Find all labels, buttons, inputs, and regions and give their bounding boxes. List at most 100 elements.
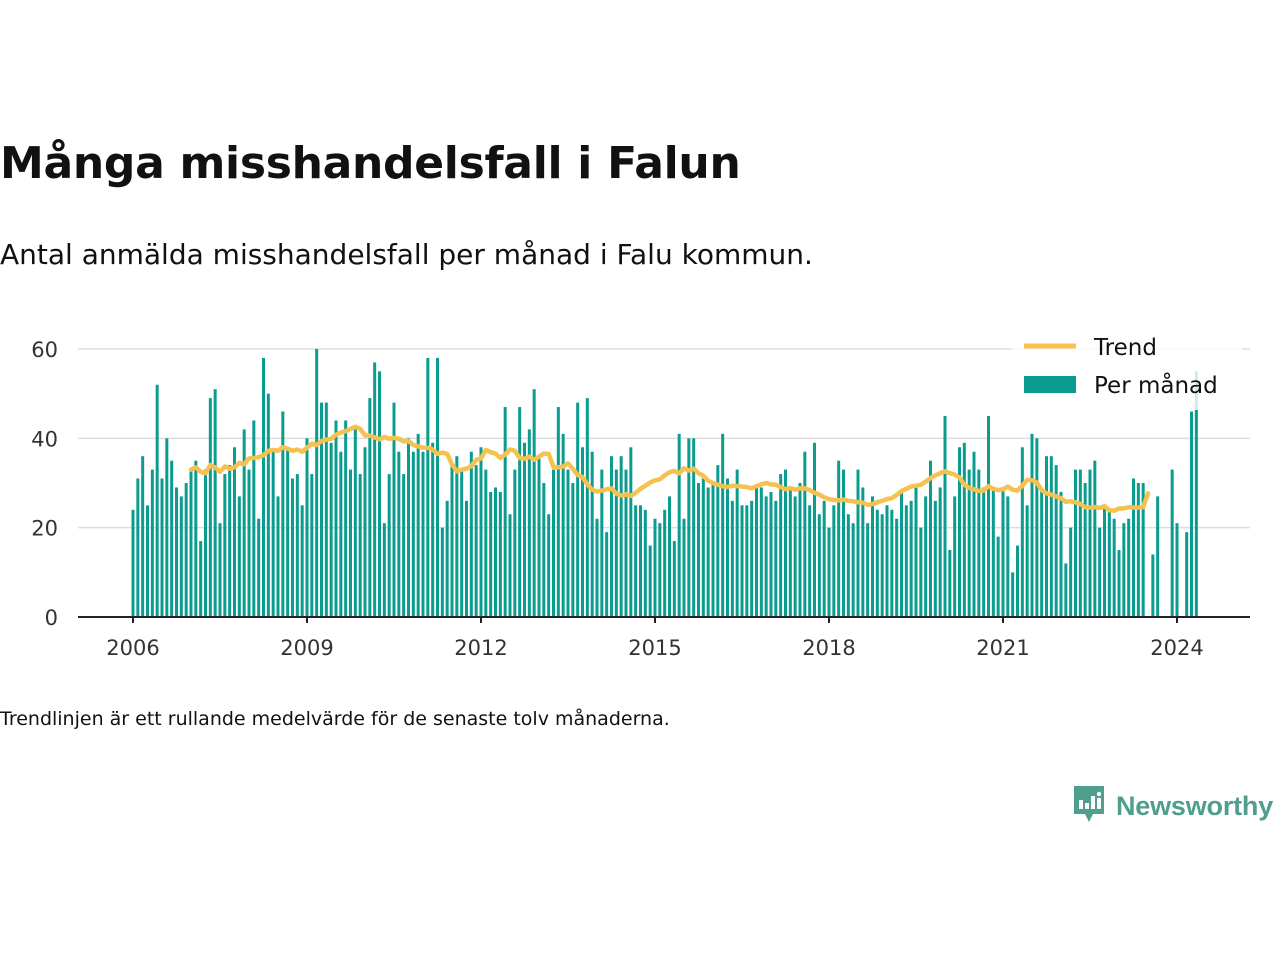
bar bbox=[1054, 465, 1058, 617]
bar bbox=[1136, 483, 1140, 617]
bar bbox=[933, 500, 937, 617]
bar bbox=[479, 447, 483, 617]
bar bbox=[1035, 438, 1039, 617]
bar bbox=[286, 447, 290, 617]
bar bbox=[808, 505, 812, 617]
bar bbox=[605, 532, 609, 617]
bar bbox=[237, 496, 241, 617]
bar bbox=[363, 447, 367, 617]
bar bbox=[407, 438, 410, 617]
bar bbox=[1045, 456, 1048, 617]
bar bbox=[542, 483, 546, 617]
bar bbox=[281, 411, 285, 617]
bar bbox=[663, 509, 667, 617]
bar bbox=[643, 509, 647, 617]
trend-line bbox=[188, 424, 1151, 513]
bar bbox=[948, 550, 952, 617]
bar bbox=[233, 447, 236, 617]
bar bbox=[972, 451, 976, 617]
bar bbox=[402, 474, 406, 617]
y-tick-label: 0 bbox=[45, 606, 58, 630]
chart-subtitle: Antal anmälda misshandelsfall per månad … bbox=[0, 238, 813, 271]
bar bbox=[1088, 469, 1092, 617]
bar bbox=[513, 469, 517, 617]
bar bbox=[566, 469, 570, 617]
bar bbox=[199, 541, 203, 617]
bar bbox=[204, 469, 207, 617]
bar bbox=[552, 469, 555, 617]
bar bbox=[208, 398, 212, 617]
bar bbox=[740, 505, 744, 617]
bar bbox=[624, 469, 628, 617]
bar bbox=[146, 505, 149, 617]
bar bbox=[392, 402, 396, 617]
x-tick-label: 2015 bbox=[628, 636, 681, 660]
bar bbox=[440, 527, 444, 617]
bar bbox=[672, 541, 676, 617]
bar bbox=[692, 438, 696, 617]
bar bbox=[962, 442, 966, 617]
bar bbox=[682, 518, 686, 617]
bar bbox=[779, 474, 783, 617]
bar bbox=[1040, 491, 1044, 617]
bar bbox=[1020, 447, 1024, 617]
bar bbox=[421, 451, 425, 617]
bar bbox=[1156, 496, 1160, 617]
bar bbox=[687, 438, 691, 617]
bar bbox=[271, 451, 275, 617]
bar bbox=[155, 384, 159, 617]
bar bbox=[1112, 518, 1116, 617]
bar bbox=[1093, 460, 1097, 617]
bar bbox=[349, 469, 352, 617]
bar bbox=[436, 357, 439, 617]
bar bbox=[1103, 505, 1106, 617]
bar bbox=[827, 527, 831, 617]
bar bbox=[817, 514, 821, 617]
bar bbox=[813, 442, 816, 617]
bar bbox=[1132, 478, 1135, 617]
bar bbox=[455, 456, 459, 617]
bar bbox=[416, 433, 420, 617]
bar bbox=[871, 496, 874, 617]
bar bbox=[967, 469, 971, 617]
bar bbox=[382, 523, 386, 617]
bar bbox=[880, 514, 884, 617]
bar bbox=[189, 469, 193, 617]
bar bbox=[498, 491, 502, 617]
x-tick-label: 2018 bbox=[802, 636, 855, 660]
bar bbox=[1006, 496, 1010, 617]
bar bbox=[581, 447, 584, 617]
bar bbox=[489, 491, 493, 617]
bar bbox=[576, 402, 580, 617]
bar bbox=[247, 469, 251, 617]
bar bbox=[1170, 469, 1174, 617]
bar bbox=[1030, 433, 1034, 617]
bar bbox=[721, 433, 725, 617]
bar bbox=[484, 469, 488, 617]
bar bbox=[735, 469, 739, 617]
bar bbox=[851, 523, 855, 617]
bar bbox=[387, 474, 391, 617]
x-tick-label: 2006 bbox=[106, 636, 159, 660]
bar bbox=[1025, 505, 1029, 617]
bar bbox=[141, 456, 145, 617]
bar bbox=[228, 465, 232, 617]
bar bbox=[242, 429, 246, 617]
bar bbox=[518, 407, 522, 617]
bar bbox=[1074, 469, 1077, 617]
bar bbox=[904, 505, 908, 617]
bar bbox=[875, 509, 879, 617]
bar bbox=[373, 362, 377, 617]
bar bbox=[353, 429, 357, 617]
bar bbox=[769, 491, 773, 617]
bar bbox=[634, 505, 638, 617]
bar bbox=[846, 514, 850, 617]
bar bbox=[784, 469, 787, 617]
bar bbox=[266, 393, 270, 617]
bar bbox=[590, 451, 594, 617]
brand-logo[interactable]: Newsworthy bbox=[1072, 784, 1273, 828]
bar bbox=[1141, 483, 1145, 617]
bar bbox=[465, 500, 468, 617]
bar bbox=[677, 433, 681, 617]
bar bbox=[315, 349, 319, 617]
